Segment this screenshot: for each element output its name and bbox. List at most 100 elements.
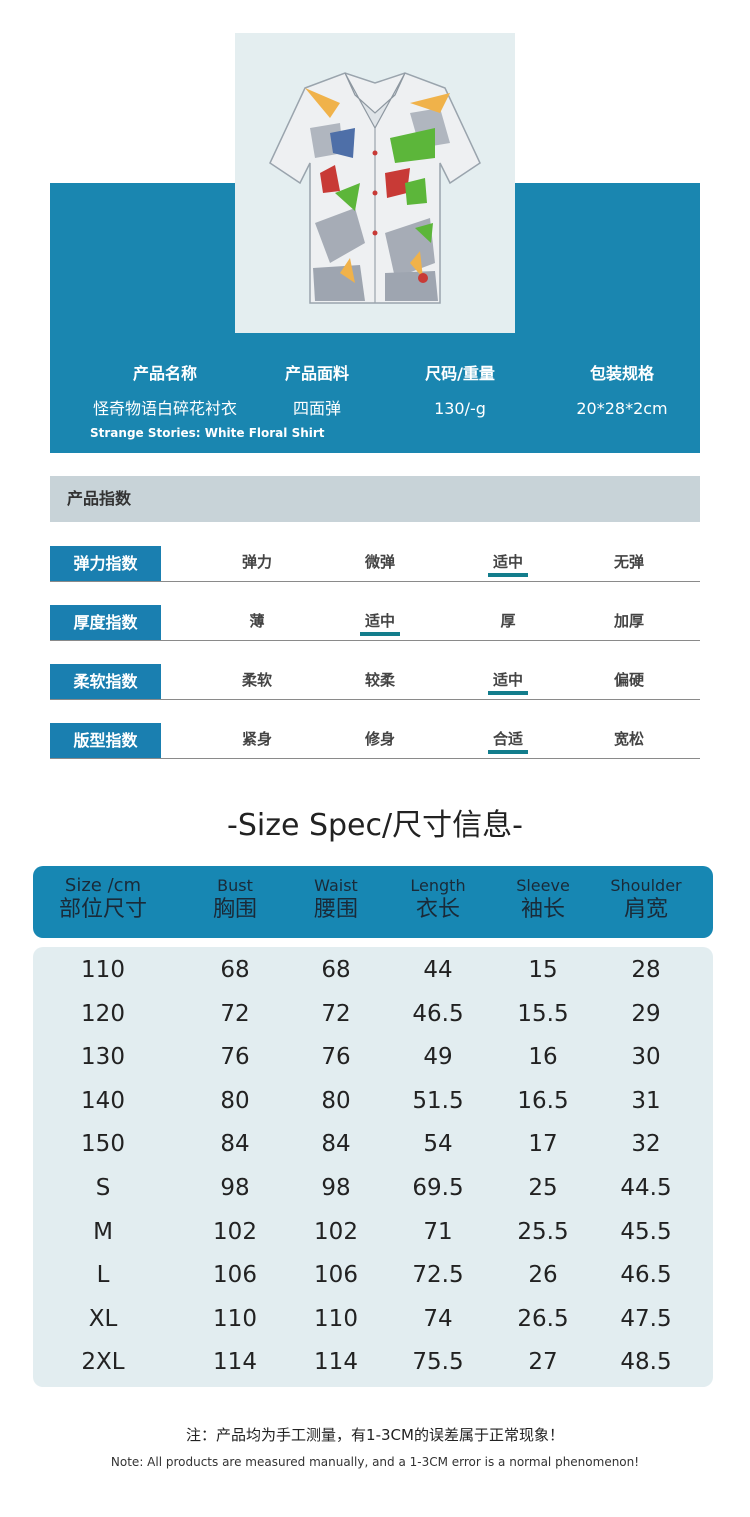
size-column-header-en: Length <box>410 876 466 895</box>
index-option-label: 适中 <box>364 612 395 630</box>
size-value-cell: 102 <box>213 1218 257 1245</box>
size-label-cell: 110 <box>81 957 125 983</box>
size-value-cell: 110 <box>314 1305 358 1332</box>
index-row: 弹力指数 弹力 微弹 适中 无弹 <box>50 546 700 582</box>
note-cn: 注：产品均为手工测量，有1-3CM的误差属于正常现象！ <box>186 1426 564 1444</box>
size-value-cell: 68 <box>321 957 351 983</box>
size-value-cell: 74 <box>423 1305 453 1332</box>
size-value-cell: 76 <box>321 1044 351 1071</box>
index-option: 宽松 <box>589 723 669 755</box>
index-option: 加厚 <box>589 605 669 637</box>
size-value-cell: 32 <box>631 1131 661 1158</box>
size-label-cell: L <box>96 1262 110 1289</box>
size-label-cell: 2XL <box>81 1349 125 1376</box>
size-value-cell: 31 <box>631 1087 661 1114</box>
index-option: 紧身 <box>217 723 297 755</box>
size-value-cell: 44 <box>423 957 453 983</box>
size-table-body: 110 68 68 44 15 28 120 72 72 46.5 15.5 29 130 76 76 49 1… <box>33 947 713 1387</box>
index-row: 厚度指数 薄 适中 厚 加厚 <box>50 605 700 641</box>
size-column-header-cn: 袖长 <box>520 897 565 922</box>
size-value-cell: 84 <box>321 1131 351 1158</box>
size-value-cell: 46.5 <box>620 1262 672 1289</box>
index-label: 柔软指数 <box>50 664 161 699</box>
index-section-header: 产品指数 <box>50 476 700 522</box>
index-option: 较柔 <box>340 664 420 696</box>
info-size-column: 尺码/重量 130/-g <box>400 362 520 420</box>
index-row-divider <box>50 640 700 641</box>
info-header-package: 包装规格 <box>589 364 654 383</box>
size-value-cell: 98 <box>220 1175 250 1201</box>
info-header-name: 产品名称 <box>132 364 197 383</box>
size-value-cell: 15.5 <box>517 1000 569 1027</box>
index-option: 修身 <box>340 723 420 755</box>
size-column-header-en: Shoulder <box>610 876 682 895</box>
index-option: 偏硬 <box>589 664 669 696</box>
size-value-cell: 54 <box>423 1131 453 1158</box>
size-column-header-cn: 腰围 <box>313 897 358 922</box>
index-option-label: 无弹 <box>613 553 644 571</box>
size-value-cell: 106 <box>314 1262 358 1289</box>
size-value-cell: 102 <box>314 1218 358 1245</box>
index-option-label: 宽松 <box>613 730 644 748</box>
index-option-label: 适中 <box>492 671 523 689</box>
index-row: 柔软指数 柔软 较柔 适中 偏硬 <box>50 664 700 700</box>
size-value-cell: 47.5 <box>620 1305 672 1332</box>
index-selected-marker <box>488 750 528 754</box>
shirt-image <box>269 72 481 304</box>
index-label: 厚度指数 <box>50 605 161 640</box>
size-value-cell: 110 <box>213 1305 257 1332</box>
size-label-cell: M <box>93 1218 113 1245</box>
size-column-header-en: Waist <box>314 876 358 895</box>
index-option: 弹力 <box>217 546 297 578</box>
index-option: 柔软 <box>217 664 297 696</box>
info-name-column: 产品名称 怪奇物语白碎花衬衣 Strange Stories: White Fl… <box>90 362 325 440</box>
info-fabric-column: 产品面料 四面弹 <box>262 362 372 420</box>
index-option-label: 弹力 <box>241 553 272 571</box>
index-row: 版型指数 紧身 修身 合适 宽松 <box>50 723 700 759</box>
size-label-cell: 140 <box>81 1087 125 1114</box>
size-column-header-en: Size /cm <box>64 875 142 896</box>
product-name-cn: 怪奇物语白碎花衬衣 <box>92 399 237 418</box>
index-option-label: 偏硬 <box>613 671 644 689</box>
size-value-cell: 84 <box>220 1131 250 1158</box>
index-option-selected: 适中 <box>340 605 420 637</box>
product-package: 20*28*2cm <box>576 399 668 418</box>
size-column-header: Waist 腰围 <box>281 876 391 924</box>
size-value-cell: 27 <box>528 1349 558 1376</box>
product-name-en: Strange Stories: White Floral Shirt <box>90 426 325 440</box>
size-value-cell: 44.5 <box>620 1175 672 1201</box>
size-value-cell: 48.5 <box>620 1349 672 1376</box>
index-option-selected: 合适 <box>468 723 548 755</box>
size-column-header: Shoulder 肩宽 <box>591 876 701 924</box>
size-value-cell: 46.5 <box>412 1000 464 1027</box>
size-value-cell: 15 <box>528 957 558 983</box>
size-value-cell: 29 <box>631 1000 661 1027</box>
size-value-cell: 51.5 <box>412 1087 464 1114</box>
index-label: 版型指数 <box>50 723 161 758</box>
size-column-header: Bust 胸围 <box>180 876 290 924</box>
size-value-cell: 114 <box>213 1349 257 1376</box>
size-value-cell: 71 <box>423 1218 453 1245</box>
size-value-cell: 25 <box>528 1175 558 1201</box>
note-en: Note: All products are measured manually… <box>110 1455 640 1469</box>
index-row-divider <box>50 581 700 582</box>
size-value-cell: 114 <box>314 1349 358 1376</box>
index-option-label: 微弹 <box>364 553 395 571</box>
size-value-cell: 28 <box>631 957 661 983</box>
size-column-header: Size /cm 部位尺寸 <box>48 876 158 924</box>
size-value-cell: 68 <box>220 957 250 983</box>
index-selected-marker <box>488 573 528 577</box>
size-spec-title: -Size Spec/尺寸信息- <box>227 808 523 843</box>
size-column-header-en: Sleeve <box>516 876 570 895</box>
size-column-header-cn: 衣长 <box>415 897 460 922</box>
info-package-column: 包装规格 20*28*2cm <box>552 362 692 420</box>
size-column-header-cn: 胸围 <box>212 897 257 922</box>
index-row-divider <box>50 699 700 700</box>
index-option-label: 柔软 <box>241 671 272 689</box>
size-table-header: Size /cm 部位尺寸 Bust 胸围 Waist 腰围 Length 衣长 Sleeve 袖… <box>33 866 713 938</box>
size-value-cell: 80 <box>220 1087 250 1114</box>
size-value-cell: 69.5 <box>412 1175 464 1201</box>
index-option-label: 适中 <box>492 553 523 571</box>
size-value-cell: 16.5 <box>517 1087 569 1114</box>
size-value-cell: 72 <box>321 1000 351 1027</box>
